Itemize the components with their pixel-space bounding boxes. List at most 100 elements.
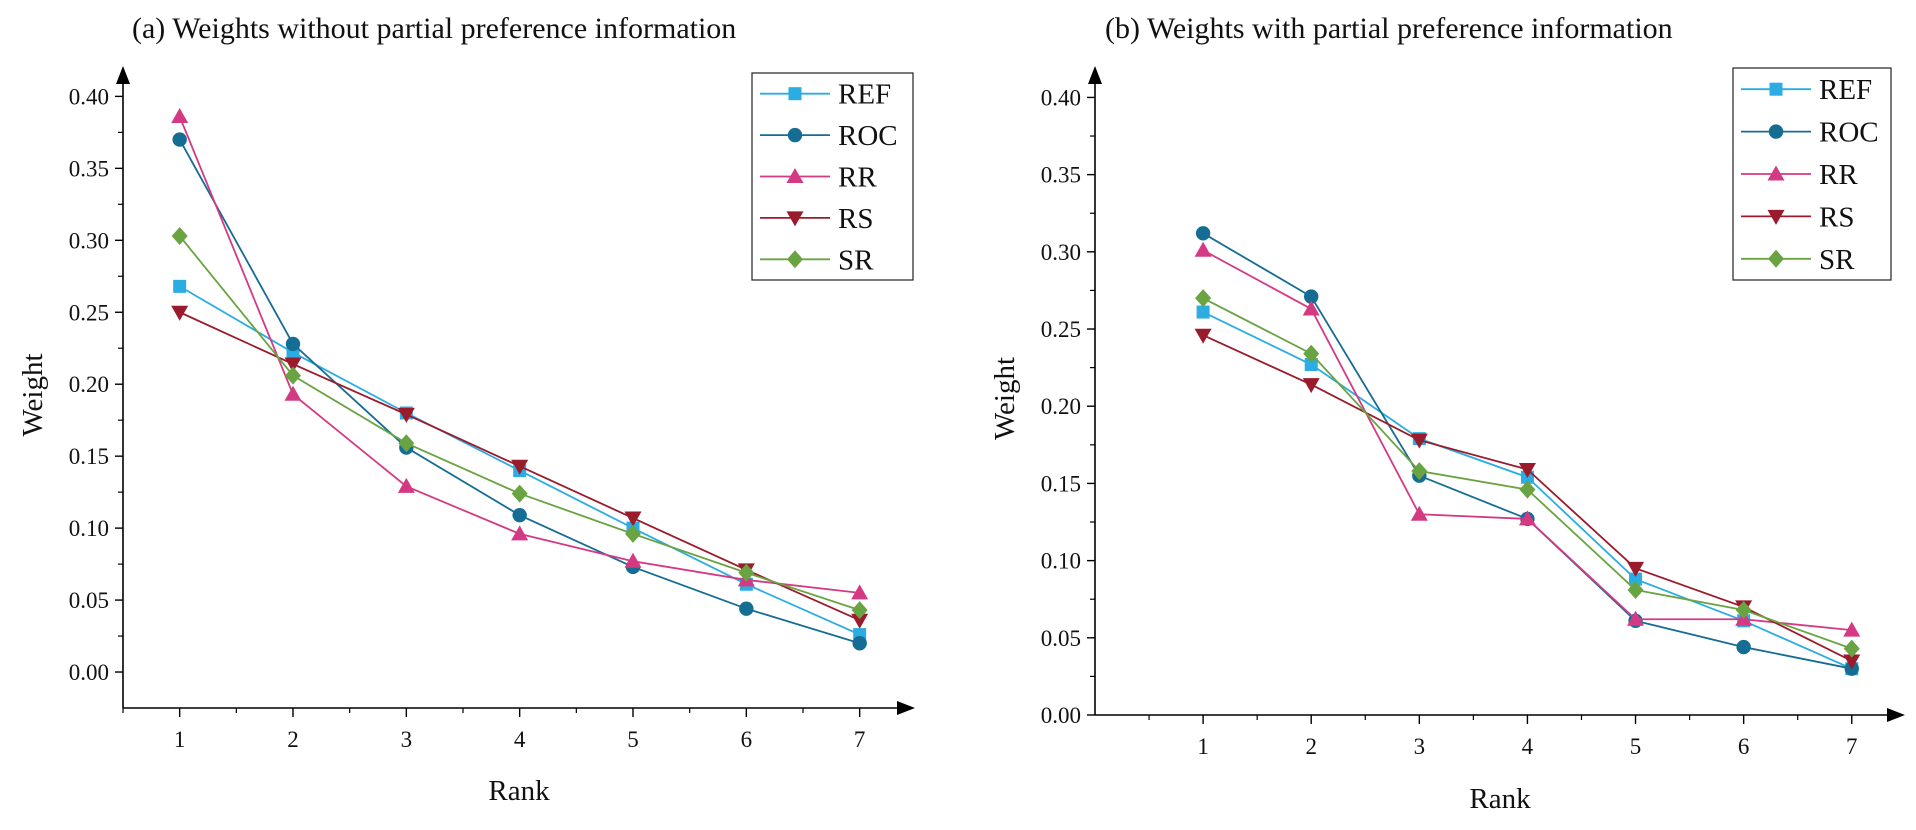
legend-marker-rr [786,168,804,183]
data-point-rs [171,305,189,321]
data-point-sr [398,434,415,453]
data-point-sr [1843,639,1860,658]
data-point-rs [1518,463,1536,479]
data-point-roc [1304,289,1319,304]
legend-label-roc: ROC [838,120,898,152]
data-point-rr [624,552,642,568]
data-point-rr [1410,505,1428,521]
legend-marker-sr [787,250,803,269]
y-tick-label: 0.40 [1041,85,1081,110]
data-point-roc [1195,226,1211,241]
data-point-roc [1736,639,1751,655]
series-line-roc [1202,232,1852,670]
legend-marker-ref [788,87,802,101]
y-tick-label: 0.20 [1041,394,1081,419]
data-point-rs [851,613,869,629]
y-tick-label: 0.05 [69,588,109,613]
legend-label-sr: SR [1819,244,1855,276]
x-axis-title: Rank [1469,783,1531,815]
legend-marker-rs [786,211,804,227]
data-point-sr [285,366,301,385]
legend-label-rs: RS [1819,201,1854,233]
chart-panel-b: (b) Weights with partial preference info… [989,12,1905,815]
data-point-rs [284,357,302,373]
legend-label-rr: RR [838,162,877,194]
x-tick-label: 6 [1738,734,1750,759]
data-point-rs [511,459,529,475]
legend-marker-ref [1769,82,1783,96]
x-tick-label: 2 [287,727,299,752]
series-roc [1195,226,1859,676]
data-point-sr [1519,480,1536,499]
legend: REF ROC RR RS SR [1732,67,1892,281]
data-point-sr [1735,601,1752,620]
series-line-sr [178,235,860,611]
y-axis-title: Weight [17,353,49,436]
data-point-rr [284,385,302,401]
data-point-rr [171,108,189,124]
data-point-ref [1196,305,1210,319]
series-sr [171,226,868,620]
data-point-roc [172,132,187,147]
y-axis-arrow [116,66,130,84]
series-rr [1194,241,1861,637]
data-point-roc [512,507,527,523]
data-point-rr [1843,621,1861,637]
data-point-rr [851,584,869,600]
x-tick-label: 4 [1522,734,1534,759]
x-tick-label: 3 [1414,734,1426,759]
y-tick-label: 0.40 [69,84,109,109]
y-tick-label: 0.30 [1041,240,1081,265]
y-axis-arrow [1088,66,1102,84]
chart-title: (a) Weights without partial preference i… [132,12,736,45]
x-axis-title: Rank [488,775,550,807]
data-point-rs [624,511,642,527]
data-point-sr [511,484,528,503]
y-axis-title: Weight [989,357,1021,440]
chart-title: (b) Weights with partial preference info… [1105,12,1673,45]
y-tick-label: 0.00 [69,660,109,685]
x-tick-label: 1 [1197,734,1209,759]
series-rs [1194,328,1861,670]
x-tick-label: 1 [174,727,186,752]
data-point-sr [625,524,641,543]
y-tick-label: 0.15 [69,444,109,469]
x-axis-arrow [897,701,915,715]
data-point-rr [1627,610,1645,626]
series-sr [1195,289,1860,658]
legend-marker-roc [787,127,803,143]
data-point-ref [173,279,187,293]
chart-panel-a: (a) Weights without partial preference i… [17,12,915,807]
data-point-sr [1411,462,1428,481]
data-point-roc [852,636,867,651]
y-tick-label: 0.20 [69,372,109,397]
y-tick-label: 0.25 [69,300,109,325]
x-tick-label: 6 [741,727,753,752]
data-point-roc [285,336,301,352]
x-tick-label: 4 [514,727,526,752]
x-tick-label: 2 [1305,734,1317,759]
series-line-rr [1202,249,1852,631]
legend: REF ROC RR RS SR [751,72,914,281]
y-tick-label: 0.00 [1041,703,1081,728]
data-point-ref [1629,572,1643,586]
data-point-rr [1302,300,1320,316]
x-axis-arrow [1887,708,1905,722]
legend-marker-roc [1768,124,1784,139]
y-tick-label: 0.15 [1041,471,1081,496]
legend-marker-rr [1767,165,1785,181]
data-point-rs [397,407,415,423]
data-point-rr [511,525,529,541]
x-tick-label: 5 [627,727,639,752]
x-tick-label: 7 [854,727,866,752]
data-point-sr [171,226,188,245]
legend-label-roc: ROC [1819,117,1879,149]
data-point-rr [1518,510,1536,526]
legend-label-ref: REF [1819,74,1872,106]
legend-label-ref: REF [838,79,891,111]
legend-label-rr: RR [1819,159,1858,191]
legend-label-sr: SR [838,244,874,276]
data-point-rr [397,477,415,493]
legend-marker-rs [1767,209,1785,225]
data-point-sr [1303,344,1320,363]
